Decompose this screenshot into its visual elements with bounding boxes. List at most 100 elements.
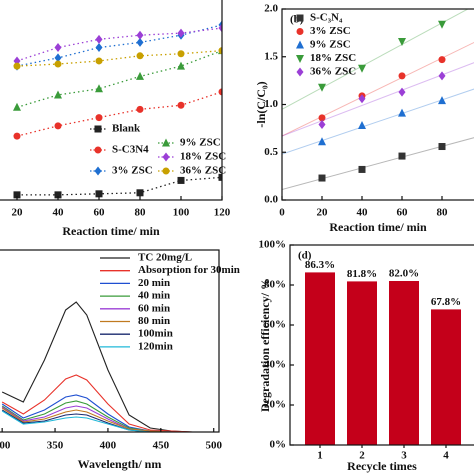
marker: [95, 114, 103, 122]
marker: [136, 30, 144, 40]
bar: [389, 281, 419, 445]
series-line: [1, 409, 214, 432]
legend-label: 36% ZSC: [180, 165, 226, 177]
legend-label: 36% ZSC: [310, 66, 356, 78]
marker: [318, 174, 326, 182]
marker: [438, 71, 446, 81]
marker: [13, 191, 21, 199]
legend-label: 60 min: [138, 302, 170, 314]
marker: [136, 37, 144, 47]
marker: [438, 96, 446, 105]
x-tick-label: 60: [397, 207, 409, 219]
x-tick-label: 4: [443, 450, 449, 462]
legend-marker: [296, 67, 304, 77]
x-tick-label: 350: [47, 440, 64, 452]
fit-line: [282, 9, 469, 110]
legend-label: Absorption for 30min: [138, 264, 240, 276]
legend-label: 20 min: [138, 277, 170, 289]
series-line: [1, 374, 214, 432]
series-line: [17, 176, 222, 196]
marker: [136, 71, 144, 80]
x-axis-label: Reaction time/ min: [329, 220, 427, 234]
y-tick-label: 0.5: [264, 146, 278, 158]
legend-label: 120min: [138, 340, 173, 352]
plot-area: [1, 301, 214, 432]
x-tick-label: 450: [153, 440, 170, 452]
axes-frame: [289, 244, 474, 446]
y-axis-label: -ln(C/C₀): [254, 81, 268, 127]
x-tick-label: 120: [214, 207, 231, 219]
y-tick-label: 1.0: [264, 98, 278, 110]
marker: [438, 56, 446, 64]
marker: [95, 84, 103, 93]
y-tick-label: 20%: [264, 399, 286, 411]
legend-label: 3% ZSC: [310, 25, 351, 37]
marker: [95, 57, 103, 65]
marker: [358, 94, 366, 104]
marker: [398, 87, 406, 97]
marker: [136, 189, 144, 197]
y-tick-label: 60%: [264, 319, 286, 331]
marker: [318, 114, 326, 122]
marker: [318, 120, 326, 130]
marker: [54, 60, 62, 68]
series-line: [1, 405, 214, 432]
series-line: [16, 50, 222, 67]
x-tick-label: 500: [205, 440, 222, 452]
plot-area: [305, 272, 461, 445]
marker: [95, 190, 103, 198]
legend-marker: [162, 138, 170, 147]
marker: [54, 90, 62, 99]
bar: [305, 272, 335, 445]
marker: [177, 101, 185, 109]
marker: [177, 28, 185, 38]
x-axis-label: Reaction time/ min: [62, 224, 160, 238]
series-line: [16, 50, 222, 108]
legend-marker: [296, 40, 304, 49]
x-tick-label: 2: [359, 450, 365, 462]
x-axis-label: Wavelength/ nm: [78, 457, 162, 471]
marker: [398, 37, 406, 46]
x-tick-label: 40: [357, 207, 369, 219]
legend-label: 18% ZSC: [310, 52, 356, 64]
legend-marker: [94, 166, 102, 176]
legend-label: 80 min: [138, 315, 170, 327]
marker: [177, 61, 185, 70]
value-label: 86.3%: [305, 259, 335, 271]
marker: [54, 43, 62, 53]
y-tick-label: 2.0: [264, 3, 278, 15]
y-tick-label: 40%: [264, 359, 286, 371]
x-tick-label: 80: [135, 207, 147, 219]
x-tick-label: 400: [100, 440, 117, 452]
legend-label: 40 min: [138, 290, 170, 302]
legend-marker: [162, 167, 170, 175]
legend-marker: [162, 152, 170, 162]
legend-label: S-C₃N₄: [310, 12, 343, 24]
value-label: 82.0%: [389, 268, 419, 280]
legend-marker: [94, 146, 102, 154]
bar: [431, 309, 461, 445]
x-tick-label: 1: [317, 450, 323, 462]
legend-label: TC 20mg/L: [138, 252, 192, 264]
marker: [438, 20, 446, 29]
bar: [347, 281, 377, 445]
fit-line: [282, 137, 474, 190]
y-tick-label: 0.0: [264, 194, 278, 206]
y-tick-label: 80%: [264, 279, 286, 291]
x-axis-label: Recycle times: [347, 459, 417, 473]
legend-marker: [296, 55, 304, 63]
marker: [358, 64, 366, 73]
series-line: [1, 394, 214, 432]
x-tick-label: 100: [173, 207, 190, 219]
panel-label: (d): [298, 250, 312, 262]
value-label: 67.8%: [431, 296, 461, 308]
marker: [54, 191, 62, 199]
x-tick-label: 3: [401, 450, 407, 462]
x-tick-label: 0: [279, 207, 285, 219]
marker: [358, 165, 366, 173]
marker: [13, 132, 21, 140]
marker: [358, 121, 366, 130]
x-tick-label: 20: [12, 207, 24, 219]
axes-frame: [0, 249, 220, 433]
